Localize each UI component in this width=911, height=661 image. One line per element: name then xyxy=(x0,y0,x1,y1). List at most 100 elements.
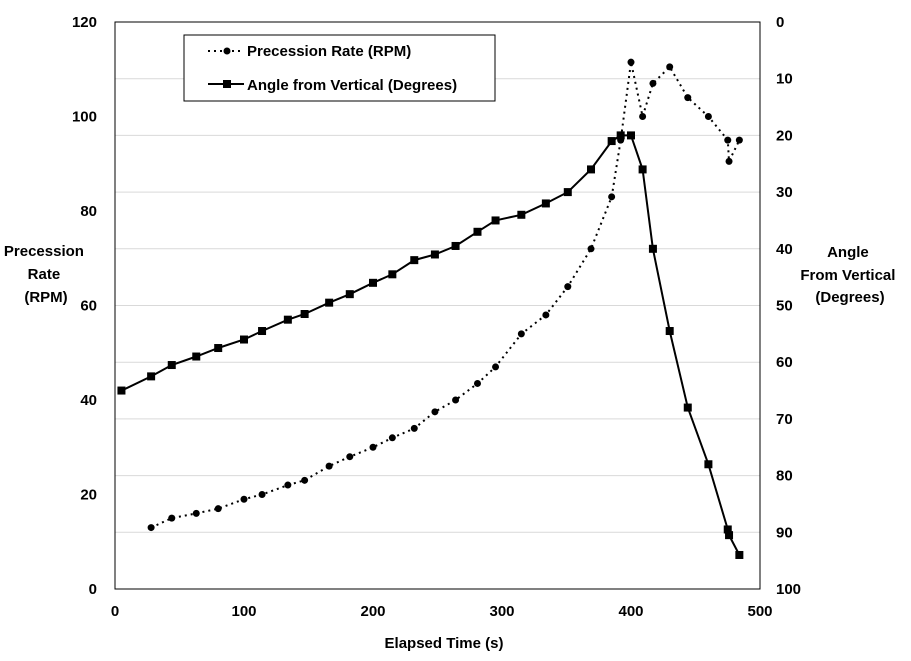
precession-data-point xyxy=(214,505,222,513)
precession-data-point xyxy=(325,462,333,470)
legend-swatch-angle-marker xyxy=(223,80,231,88)
precession-data-point xyxy=(587,245,595,253)
angle-data-point xyxy=(345,290,354,299)
x-tick-label: 200 xyxy=(360,603,385,620)
precession-data-point xyxy=(431,408,439,416)
tick-labels: 0 100 200 300 400 500 0 20 40 60 80 100 120 0 10 20 30 40… xyxy=(72,14,801,620)
precession-data-point xyxy=(725,157,733,165)
precession-data-point xyxy=(473,379,481,387)
angle-data-point xyxy=(616,131,625,140)
legend-label-angle: Angle from Vertical (Degrees) xyxy=(247,77,457,94)
x-tick-label: 100 xyxy=(231,603,256,620)
angle-data-point xyxy=(147,372,156,381)
left-axis-title-line-3: (RPM) xyxy=(24,289,67,306)
precession-data-point xyxy=(649,79,657,87)
angle-data-point xyxy=(563,188,572,197)
left-y-tick-label: 0 xyxy=(89,581,97,598)
angle-data-point xyxy=(587,165,596,174)
plot-area-frame xyxy=(114,21,761,590)
angle-data-point xyxy=(517,210,526,219)
precession-data-point xyxy=(608,193,616,201)
precession-data-point xyxy=(258,491,266,498)
precession-data-point xyxy=(517,330,525,338)
angle-data-point xyxy=(607,137,616,146)
angle-data-point xyxy=(491,216,500,225)
left-y-tick-label: 40 xyxy=(80,392,97,409)
precession-data-point xyxy=(564,283,572,291)
precession-data-point xyxy=(735,136,743,144)
angle-data-point xyxy=(410,256,419,265)
angle-data-point xyxy=(283,315,292,324)
right-y-tick-label: 90 xyxy=(776,524,793,541)
right-axis-title-line-3: (Degrees) xyxy=(815,289,884,306)
legend-label-precession: Precession Rate (RPM) xyxy=(247,43,411,60)
precession-data-point xyxy=(240,495,248,503)
left-y-tick-label: 60 xyxy=(80,298,97,315)
angle-data-point xyxy=(325,298,334,307)
precession-data-point xyxy=(542,311,550,319)
angle-data-point xyxy=(214,344,223,353)
precession-data-point xyxy=(147,524,155,532)
angle-data-point xyxy=(388,270,397,279)
gridlines xyxy=(115,78,760,533)
precession-data-point xyxy=(666,63,674,71)
right-y-tick-label: 20 xyxy=(776,127,793,144)
precession-data-point xyxy=(452,396,460,404)
angle-data-point xyxy=(117,386,126,395)
series-line-2 xyxy=(121,134,741,556)
angle-data-point xyxy=(638,165,647,174)
angle-data-point xyxy=(430,250,439,259)
series-line-1 xyxy=(150,61,741,529)
angle-data-point xyxy=(723,525,732,534)
left-y-tick-label: 100 xyxy=(72,109,97,126)
right-y-tick-label: 10 xyxy=(776,71,793,88)
angle-data-point xyxy=(541,199,550,208)
right-axis-title-line-1: Angle xyxy=(827,244,869,261)
right-y-tick-label: 100 xyxy=(776,581,801,598)
left-axis-title-line-1: Precession xyxy=(4,243,84,260)
precession-data-point xyxy=(346,453,354,461)
legend-swatch-precession-marker xyxy=(223,47,231,55)
precession-data-point xyxy=(388,434,396,442)
right-y-tick-label: 60 xyxy=(776,354,793,371)
precession-data-point xyxy=(301,476,309,484)
left-axis-title: Precession Rate (RPM) xyxy=(4,243,88,306)
right-axis-title: Angle From Vertical (Degrees) xyxy=(800,244,899,306)
angle-data-point xyxy=(704,460,713,469)
angle-data-point xyxy=(451,241,460,250)
angle-data-point xyxy=(735,550,744,559)
angle-data-point xyxy=(258,327,267,336)
precession-data-point xyxy=(627,58,635,66)
angle-data-point xyxy=(240,335,248,344)
right-y-tick-label: 30 xyxy=(776,184,793,201)
right-y-tick-label: 70 xyxy=(776,411,793,428)
precession-data-point xyxy=(168,514,176,522)
legend: Precession Rate (RPM) Angle from Vertica… xyxy=(183,34,496,102)
precession-data-point xyxy=(684,94,692,102)
precession-data-point xyxy=(284,481,292,489)
angle-data-point xyxy=(369,278,377,287)
precession-data-point xyxy=(369,443,377,451)
right-y-tick-label: 0 xyxy=(776,14,784,31)
angle-data-point xyxy=(725,531,734,540)
angle-data-point xyxy=(627,131,635,140)
x-tick-label: 500 xyxy=(747,603,772,620)
angle-data-point xyxy=(648,244,657,253)
right-y-tick-label: 50 xyxy=(776,298,793,315)
left-axis-title-line-2: Rate xyxy=(28,266,61,283)
x-tick-label: 300 xyxy=(489,603,514,620)
right-y-tick-label: 80 xyxy=(776,468,793,485)
angle-data-point xyxy=(665,327,674,336)
left-y-tick-label: 80 xyxy=(80,203,97,220)
angle-data-point xyxy=(473,227,482,236)
precession-data-point xyxy=(724,136,732,144)
precession-data-point xyxy=(492,363,500,371)
legend-box xyxy=(183,34,496,102)
left-y-tick-label: 120 xyxy=(72,14,97,31)
x-axis-title: Elapsed Time (s) xyxy=(385,635,504,652)
right-y-tick-label: 40 xyxy=(776,241,793,258)
x-tick-label: 0 xyxy=(111,603,119,620)
x-tick-label: 400 xyxy=(618,603,643,620)
angle-data-point xyxy=(167,361,176,370)
series-layer xyxy=(117,58,744,559)
